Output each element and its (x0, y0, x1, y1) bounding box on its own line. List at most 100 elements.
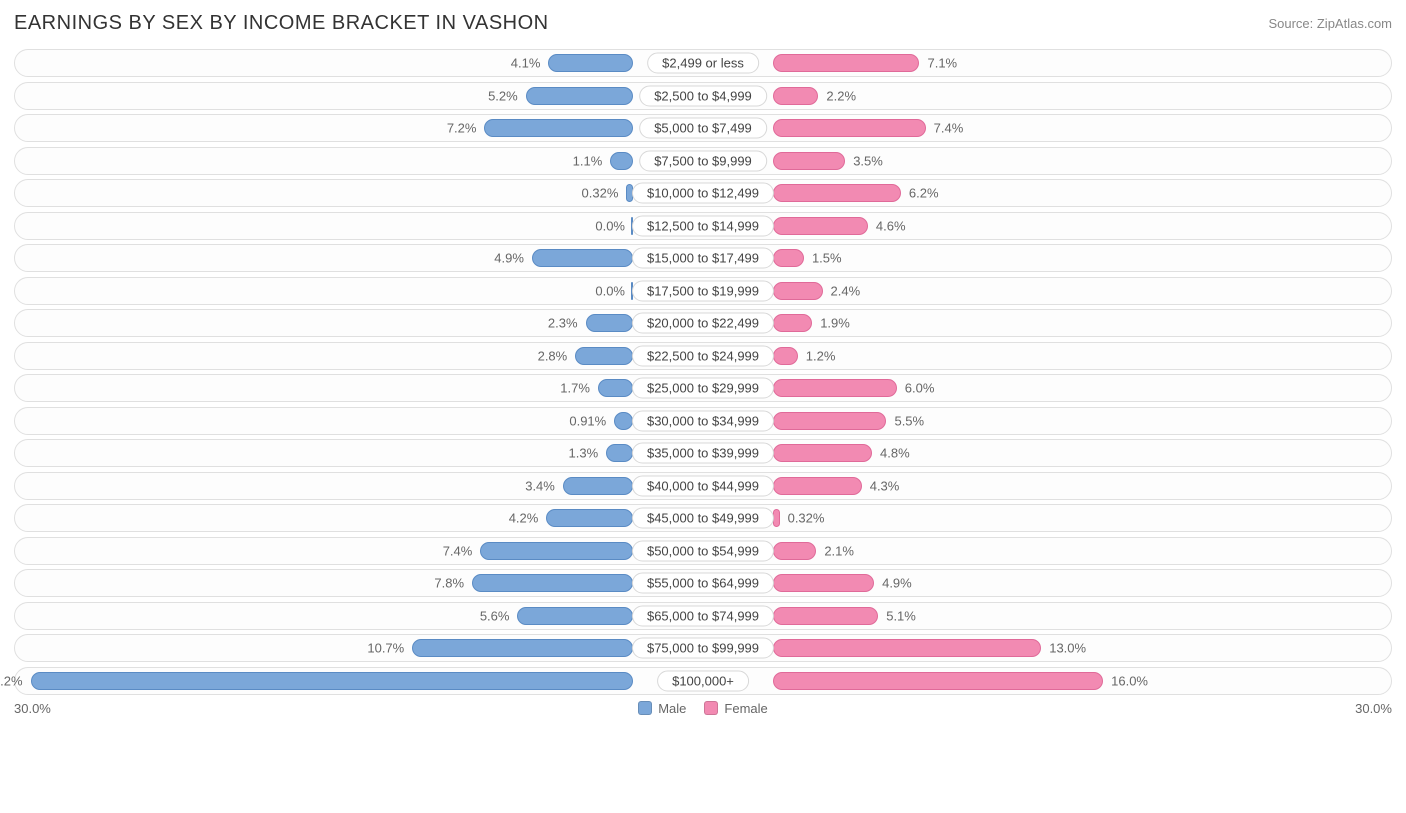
female-value-label: 4.8% (880, 446, 910, 461)
female-bar (773, 217, 868, 235)
male-value-label: 0.0% (595, 283, 625, 298)
male-bar (575, 347, 633, 365)
male-value-label: 1.1% (573, 153, 603, 168)
male-bar (480, 542, 633, 560)
chart-title: EARNINGS BY SEX BY INCOME BRACKET IN VAS… (14, 12, 549, 35)
female-value-label: 1.2% (806, 348, 836, 363)
chart-row: 7.2% 7.4% $5,000 to $7,499 (14, 114, 1392, 142)
male-bar (548, 54, 633, 72)
male-value-label: 1.7% (560, 381, 590, 396)
male-bar (412, 639, 633, 657)
female-value-label: 7.1% (927, 56, 957, 71)
male-value-label: 10.7% (367, 641, 404, 656)
female-value-label: 5.1% (886, 608, 916, 623)
female-value-label: 4.6% (876, 218, 906, 233)
female-value-label: 2.1% (824, 543, 854, 558)
female-bar (773, 639, 1041, 657)
male-bar (472, 574, 633, 592)
axis-right-max: 30.0% (1355, 701, 1392, 716)
female-value-label: 7.4% (934, 121, 964, 136)
female-value-label: 0.32% (788, 511, 825, 526)
bracket-label: $75,000 to $99,999 (632, 638, 774, 659)
male-bar (532, 249, 633, 267)
female-bar (773, 314, 812, 332)
legend-male: Male (638, 701, 686, 716)
male-value-label: 4.1% (511, 56, 541, 71)
bracket-label: $2,499 or less (647, 53, 759, 74)
bracket-label: $55,000 to $64,999 (632, 573, 774, 594)
male-value-label: 1.3% (569, 446, 599, 461)
male-bar (546, 509, 633, 527)
bracket-label: $5,000 to $7,499 (639, 118, 767, 139)
chart-row: 2.3% 1.9% $20,000 to $22,499 (14, 309, 1392, 337)
female-bar (773, 412, 886, 430)
female-bar (773, 152, 845, 170)
female-value-label: 2.4% (831, 283, 861, 298)
bracket-label: $17,500 to $19,999 (632, 280, 774, 301)
female-value-label: 1.9% (820, 316, 850, 331)
female-bar (773, 87, 818, 105)
bracket-label: $20,000 to $22,499 (632, 313, 774, 334)
female-bar (773, 444, 872, 462)
female-bar (773, 672, 1103, 690)
female-bar (773, 542, 816, 560)
male-bar (610, 152, 633, 170)
bracket-label: $15,000 to $17,499 (632, 248, 774, 269)
chart-row: 5.2% 2.2% $2,500 to $4,999 (14, 82, 1392, 110)
chart-row: 2.8% 1.2% $22,500 to $24,999 (14, 342, 1392, 370)
chart-footer: 30.0% Male Female 30.0% (14, 701, 1392, 716)
chart-row: 4.1% 7.1% $2,499 or less (14, 49, 1392, 77)
male-value-label: 0.0% (595, 218, 625, 233)
chart-row: 10.7% 13.0% $75,000 to $99,999 (14, 634, 1392, 662)
male-value-label: 4.9% (494, 251, 524, 266)
bracket-label: $45,000 to $49,999 (632, 508, 774, 529)
female-bar (773, 477, 862, 495)
bracket-label: $12,500 to $14,999 (632, 215, 774, 236)
female-bar (773, 347, 798, 365)
female-swatch-icon (704, 701, 718, 715)
female-bar (773, 249, 804, 267)
female-bar (773, 509, 780, 527)
chart-row: 0.32%6.2%$10,000 to $12,499 (14, 179, 1392, 207)
male-value-label: 5.2% (488, 88, 518, 103)
male-value-label: 4.2% (509, 511, 539, 526)
male-value-label: 2.3% (548, 316, 578, 331)
bracket-label: $10,000 to $12,499 (632, 183, 774, 204)
female-value-label: 6.0% (905, 381, 935, 396)
male-bar (614, 412, 633, 430)
bracket-label: $100,000+ (657, 670, 749, 691)
chart-row: 3.4%4.3%$40,000 to $44,999 (14, 472, 1392, 500)
male-value-label: 2.8% (538, 348, 568, 363)
male-value-label: 0.91% (569, 413, 606, 428)
female-value-label: 13.0% (1049, 641, 1086, 656)
male-bar (517, 607, 633, 625)
male-value-label: 7.8% (434, 576, 464, 591)
bracket-label: $65,000 to $74,999 (632, 605, 774, 626)
chart-header: EARNINGS BY SEX BY INCOME BRACKET IN VAS… (14, 12, 1392, 35)
bracket-label: $40,000 to $44,999 (632, 475, 774, 496)
chart-row: 1.7% 6.0% $25,000 to $29,999 (14, 374, 1392, 402)
male-bar (526, 87, 633, 105)
female-value-label: 5.5% (894, 413, 924, 428)
bracket-label: $22,500 to $24,999 (632, 345, 774, 366)
chart-row: 5.6%5.1%$65,000 to $74,999 (14, 602, 1392, 630)
female-bar (773, 54, 919, 72)
male-value-label: 29.2% (0, 673, 23, 688)
bracket-label: $50,000 to $54,999 (632, 540, 774, 561)
bracket-label: $2,500 to $4,999 (639, 85, 767, 106)
female-value-label: 16.0% (1111, 673, 1148, 688)
female-value-label: 4.9% (882, 576, 912, 591)
chart-source: Source: ZipAtlas.com (1268, 16, 1392, 31)
male-bar (606, 444, 633, 462)
female-value-label: 4.3% (870, 478, 900, 493)
legend-male-label: Male (658, 701, 686, 716)
male-value-label: 0.32% (582, 186, 619, 201)
bracket-label: $25,000 to $29,999 (632, 378, 774, 399)
male-bar (598, 379, 633, 397)
male-value-label: 7.2% (447, 121, 477, 136)
female-value-label: 2.2% (826, 88, 856, 103)
female-value-label: 3.5% (853, 153, 883, 168)
diverging-bar-chart: 4.1% 7.1% $2,499 or less 5.2% 2.2% $2,500 to … (14, 49, 1392, 695)
male-bar (586, 314, 633, 332)
female-bar (773, 574, 874, 592)
